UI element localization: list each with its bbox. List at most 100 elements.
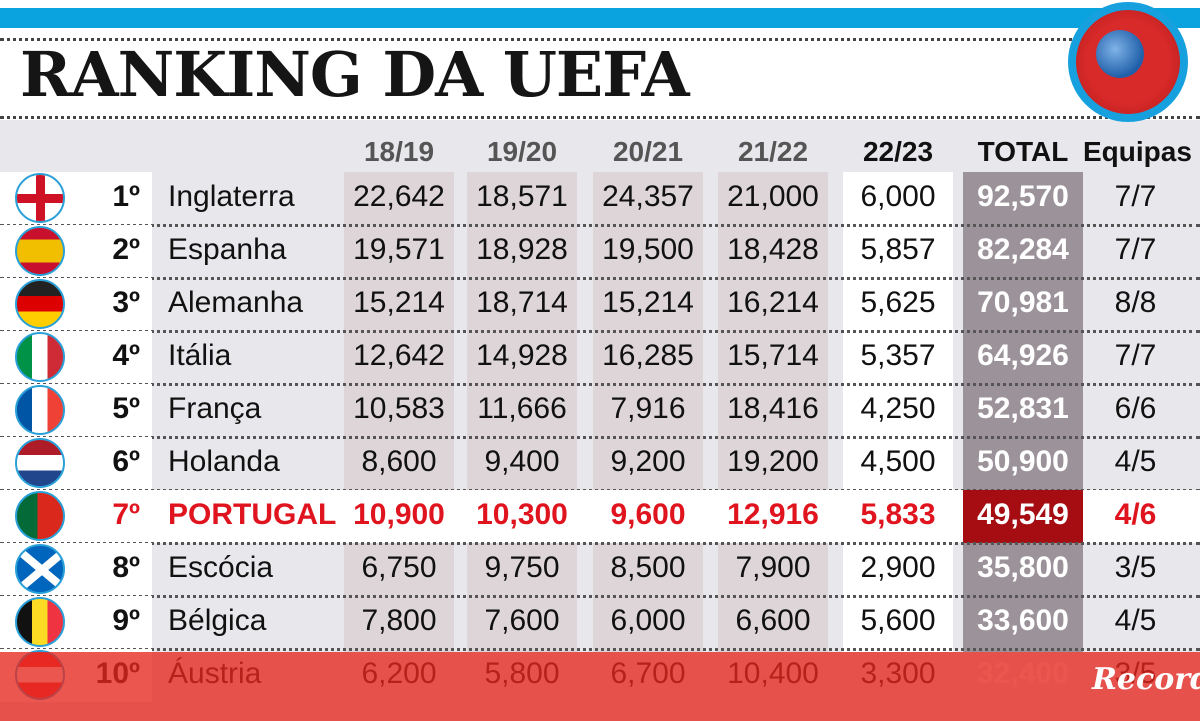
divider	[0, 116, 1200, 119]
cell-s2021: 16,285	[602, 339, 694, 372]
cell-equipas: 4/5	[1114, 604, 1157, 637]
cell-s2223: 5,625	[860, 286, 936, 319]
cell-equipas: 3/5	[1114, 551, 1157, 584]
cell-s2122: 6,600	[735, 604, 811, 637]
rank: 1º	[112, 180, 140, 213]
cell-s2122: 7,900	[735, 551, 811, 584]
cell-s2223: 6,000	[860, 180, 936, 213]
cell-s2122: 21,000	[727, 180, 819, 213]
row-divider	[0, 436, 1200, 439]
cell-s1920: 9,750	[484, 551, 560, 584]
rank: 5º	[112, 392, 140, 425]
england-flag-icon	[15, 173, 65, 223]
cell-s2021: 9,200	[610, 445, 686, 478]
cell-total: 64,926	[977, 339, 1069, 372]
cell-s2122: 16,214	[727, 286, 819, 319]
cell-s2122: 18,428	[727, 233, 819, 266]
rank: 4º	[112, 339, 140, 372]
cell-equipas: 4/6	[1114, 498, 1157, 531]
cell-s1920: 18,928	[476, 233, 568, 266]
cell-total: 35,800	[977, 551, 1069, 584]
cell-s2021: 19,500	[602, 233, 694, 266]
cell-s1819: 15,214	[353, 286, 445, 319]
cell-s1819: 6,750	[361, 551, 437, 584]
cell-s2021: 15,214	[602, 286, 694, 319]
cell-s1920: 14,928	[476, 339, 568, 372]
cell-s1819: 8,600	[361, 445, 437, 478]
cell-s1920: 7,600	[484, 604, 560, 637]
row-divider	[0, 595, 1200, 598]
cell-total: 52,831	[977, 392, 1069, 425]
cell-equipas: 7/7	[1114, 339, 1157, 372]
cell-s2122: 18,416	[727, 392, 819, 425]
country-name: Espanha	[168, 233, 287, 266]
cell-s1819: 10,900	[353, 498, 445, 531]
row-divider	[0, 330, 1200, 333]
rank: 6º	[112, 445, 140, 478]
cell-equipas: 4/5	[1114, 445, 1157, 478]
table-row: 6º Holanda 8,600 9,400 9,200 19,200 4,500 50,90…	[0, 437, 1200, 490]
cell-s1819: 19,571	[353, 233, 445, 266]
country-name: Inglaterra	[168, 180, 295, 213]
cell-s2223: 5,600	[860, 604, 936, 637]
row-divider	[0, 277, 1200, 280]
col-bg	[344, 172, 454, 652]
cell-equipas: 6/6	[1114, 392, 1157, 425]
table-row: 9º Bélgica 7,800 7,600 6,000 6,600 5,600 33,600…	[0, 596, 1200, 649]
cell-total: 82,284	[977, 233, 1069, 266]
row-divider	[0, 648, 1200, 651]
table-row: 8º Escócia 6,750 9,750 8,500 7,900 2,900 35,800…	[0, 543, 1200, 596]
cell-s1920: 9,400	[484, 445, 560, 478]
italy-flag-icon	[15, 332, 65, 382]
country-name: Escócia	[168, 551, 274, 584]
rank: 9º	[112, 604, 140, 637]
cell-s2021: 8,500	[610, 551, 686, 584]
germany-flag-icon	[15, 279, 65, 329]
row-divider	[0, 383, 1200, 386]
country-name: França	[168, 392, 262, 425]
rank: 7º	[112, 498, 140, 531]
cell-total: 33,600	[977, 604, 1069, 637]
cell-total: 70,981	[977, 286, 1069, 319]
page-title: RANKING DA UEFA	[20, 38, 690, 111]
rank: 2º	[112, 233, 140, 266]
table-row: 4º Itália 12,642 14,928 16,285 15,714 5,357 64,…	[0, 331, 1200, 384]
cell-s1920: 18,714	[476, 286, 568, 319]
country-name: Alemanha	[168, 286, 304, 319]
row-divider	[0, 224, 1200, 227]
cell-s2223: 5,357	[860, 339, 936, 372]
record-watermark: Record	[1092, 662, 1200, 697]
col-bg	[843, 172, 953, 652]
rank: 3º	[112, 286, 140, 319]
cell-s2223: 2,900	[860, 551, 936, 584]
cell-s2223: 4,500	[860, 445, 936, 478]
france-flag-icon	[15, 385, 65, 435]
cell-equipas: 8/8	[1114, 286, 1157, 319]
cell-s2021: 6,000	[610, 604, 686, 637]
country-name: Itália	[168, 339, 232, 372]
country-name: Holanda	[168, 445, 280, 478]
column-header: 22/23	[862, 136, 934, 167]
table-row: 5º França 10,583 11,666 7,916 18,416 4,250 52,8…	[0, 384, 1200, 437]
cell-s1920: 10,300	[476, 498, 568, 531]
netherlands-flag-icon	[15, 438, 65, 488]
column-header: 18/19	[363, 136, 435, 167]
uefa-logo-icon	[1068, 2, 1188, 122]
cell-s2122: 12,916	[727, 498, 819, 531]
table-row: 2º Espanha 19,571 18,928 19,500 18,428 5,857 82…	[0, 225, 1200, 278]
cell-s2223: 4,250	[860, 392, 936, 425]
cell-s1920: 18,571	[476, 180, 568, 213]
column-header: Equipas	[1083, 136, 1192, 167]
scotland-flag-icon	[15, 544, 65, 594]
spain-flag-icon	[15, 226, 65, 276]
cell-s2223: 5,833	[860, 498, 936, 531]
total-highlight-box	[963, 490, 1083, 543]
col-bg	[593, 172, 703, 652]
cell-s1819: 12,642	[353, 339, 445, 372]
country-name: PORTUGAL	[168, 498, 337, 531]
cell-total: 50,900	[977, 445, 1069, 478]
cell-total: 92,570	[977, 180, 1069, 213]
column-header: 21/22	[737, 136, 809, 167]
cell-total: 49,549	[977, 498, 1069, 531]
cell-s2122: 19,200	[727, 445, 819, 478]
